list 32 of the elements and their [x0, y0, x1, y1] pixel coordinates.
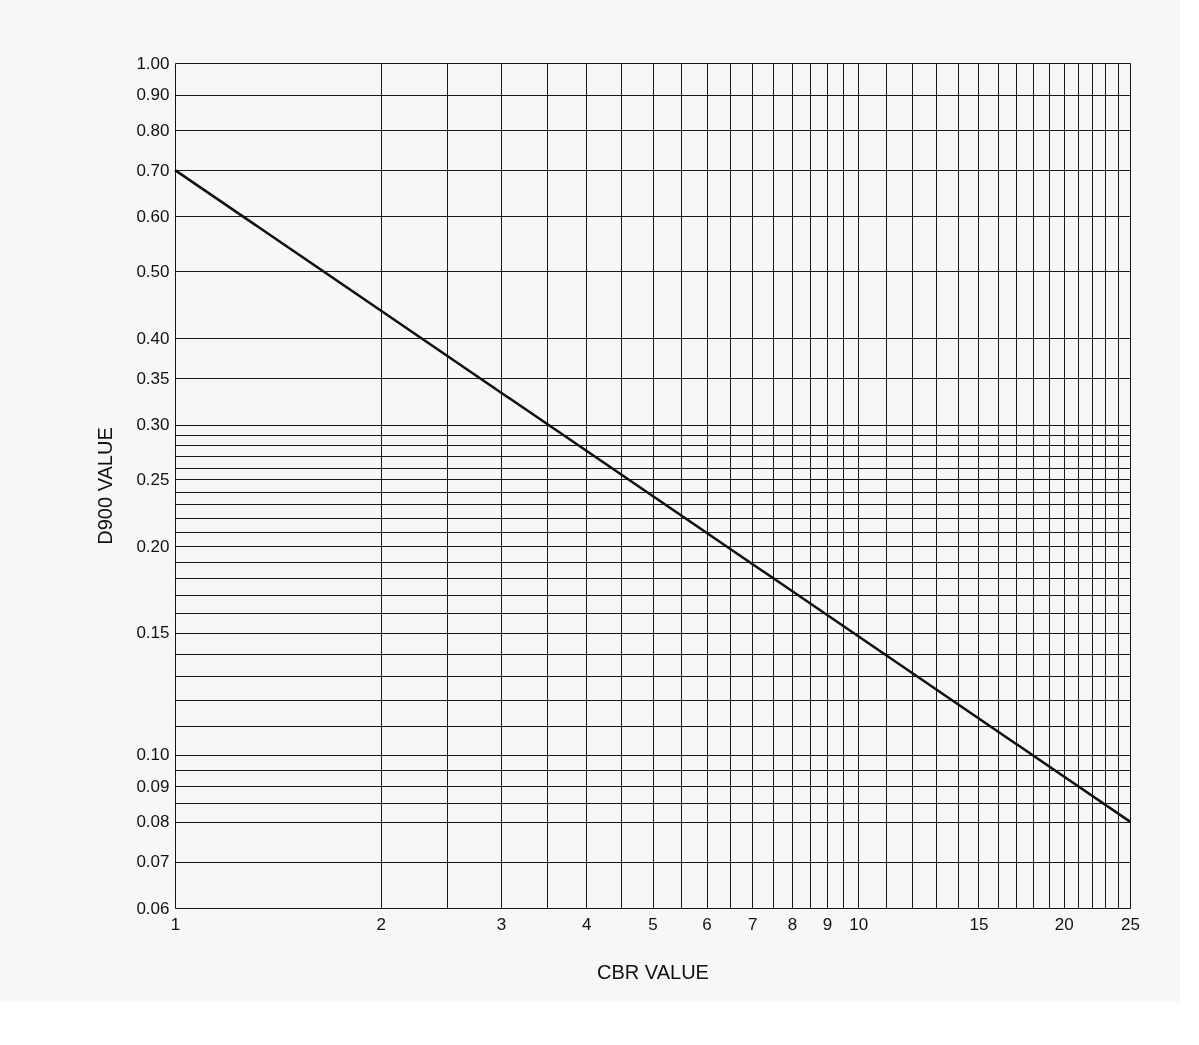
x-tick-label: 5: [648, 914, 658, 934]
y-tick-label: 0.30: [136, 415, 170, 435]
x-tick-label: 9: [822, 914, 833, 934]
y-tick-label: 0.35: [136, 368, 170, 388]
x-tick-label: 3: [496, 914, 507, 934]
y-tick-label: 0.09: [136, 776, 170, 796]
y-tick-label: 0.60: [136, 206, 170, 226]
x-tick-label: 7: [748, 914, 758, 934]
y-tick-label: 0.25: [136, 469, 170, 489]
y-tick-label: 0.70: [136, 160, 170, 180]
x-tick-label: 6: [702, 914, 712, 934]
y-tick-label: 1.00: [136, 53, 170, 73]
x-tick-label: 1: [170, 914, 181, 934]
x-tick-label: 15: [969, 914, 989, 934]
x-tick-label: 10: [849, 914, 869, 934]
y-tick-label: 0.08: [136, 812, 170, 832]
x-tick-label: 20: [1054, 914, 1074, 934]
x-tick-label: 8: [787, 914, 798, 934]
y-tick-label: 0.50: [136, 261, 170, 281]
y-tick-label: 0.06: [136, 898, 170, 918]
x-tick-label: 25: [1121, 914, 1140, 934]
y-tick-label: 0.15: [136, 623, 170, 643]
y-tick-label: 0.10: [136, 745, 170, 765]
x-axis-title: CBR VALUE: [597, 960, 709, 983]
y-axis-title: D900 VALUE: [94, 427, 117, 545]
y-tick-label: 0.90: [136, 85, 170, 105]
y-tick-label: 0.20: [136, 536, 170, 556]
y-tick-label: 0.40: [136, 328, 170, 348]
x-tick-label: 2: [376, 914, 386, 934]
y-tick-label: 0.80: [136, 120, 170, 140]
y-tick-label: 0.07: [136, 852, 170, 872]
x-tick-label: 4: [582, 914, 592, 934]
